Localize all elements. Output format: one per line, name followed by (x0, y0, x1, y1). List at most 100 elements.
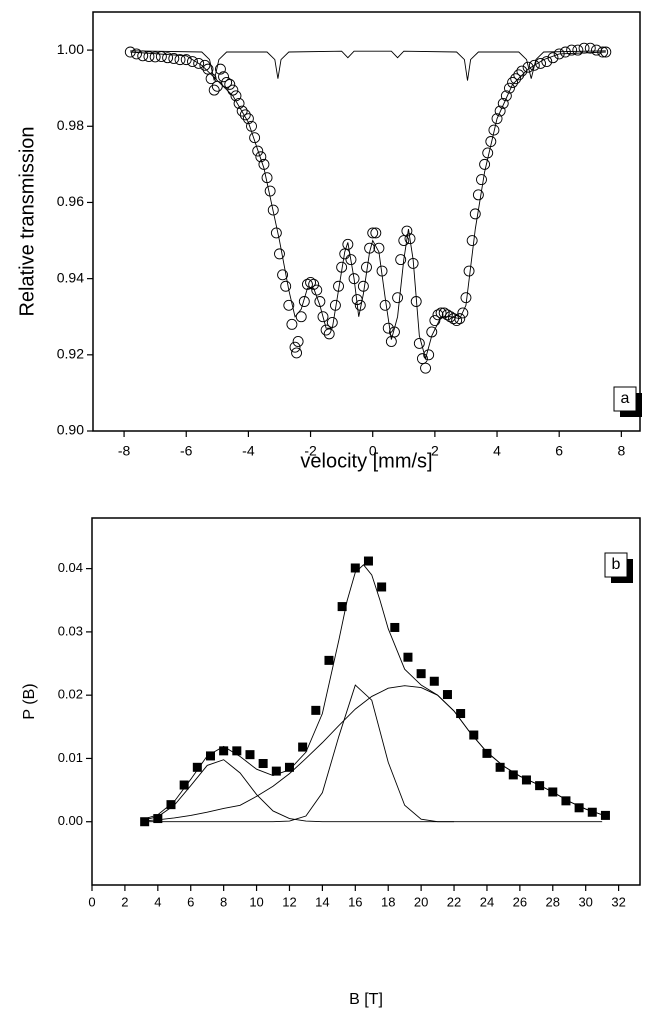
data-point (252, 145, 264, 157)
data-point (504, 82, 515, 94)
data-point (301, 278, 313, 290)
data-point (370, 227, 382, 239)
x-tick-label: 4 (154, 894, 161, 909)
y-tick-label: 0.96 (57, 193, 84, 209)
data-point (193, 57, 205, 69)
data-point (521, 775, 531, 785)
data-point (413, 337, 425, 349)
data-point (382, 322, 394, 334)
chart-panel: 0 2 4 6 8 10 12 14 16 18 20 22 24 26 28 30 320.000.010.0… (21, 517, 641, 1008)
data-point (508, 770, 518, 780)
data-point (466, 235, 478, 246)
data-point (274, 248, 285, 260)
y-tick-label: 0.02 (58, 687, 83, 702)
plot-frame (91, 517, 641, 886)
data-point (357, 280, 369, 292)
data-point (264, 185, 276, 197)
data-point (270, 227, 282, 239)
data-point (202, 63, 214, 75)
data-point (317, 311, 329, 323)
data-point (351, 294, 363, 306)
data-point (230, 90, 242, 102)
fit-line (130, 51, 606, 361)
data-point (192, 762, 202, 772)
data-point (155, 51, 167, 63)
data-point (416, 669, 426, 679)
data-point (578, 42, 590, 54)
data-point (245, 750, 255, 760)
data-point (429, 676, 439, 686)
x-tick-label: 6 (555, 443, 563, 459)
data-point (448, 313, 459, 325)
data-point (442, 690, 452, 700)
data-point (591, 44, 602, 56)
x-tick-label: 2 (431, 443, 439, 459)
data-point (311, 284, 323, 296)
data-point (337, 602, 347, 612)
y-tick-label: 0.90 (57, 422, 84, 438)
data-point (479, 158, 491, 170)
data-point (218, 71, 229, 83)
data-point (441, 309, 453, 321)
data-point (324, 655, 334, 665)
x-tick-label: 2 (121, 894, 128, 909)
data-point (587, 807, 597, 817)
data-point (354, 299, 366, 311)
x-tick-label: -2 (304, 443, 317, 459)
x-tick-label: -4 (242, 443, 255, 459)
data-point (410, 296, 422, 307)
data-point (401, 225, 413, 237)
data-point (472, 189, 484, 201)
data-point (255, 151, 267, 163)
data-point (507, 77, 519, 88)
data-point (298, 742, 308, 752)
data-point (286, 318, 298, 330)
data-point (572, 44, 584, 56)
data-point (491, 113, 503, 125)
data-point (233, 97, 245, 109)
data-point (131, 48, 142, 60)
data-point (392, 292, 404, 304)
data-point (292, 336, 304, 347)
data-point (168, 53, 180, 64)
x-tick-label: 14 (315, 894, 329, 909)
y-tick-label: 0.01 (58, 750, 83, 765)
data-point (187, 56, 198, 67)
x-tick-label: 30 (578, 894, 592, 909)
data-point (389, 326, 400, 338)
data-point (236, 105, 248, 117)
data-point (541, 56, 553, 67)
data-point (239, 109, 251, 121)
data-point (456, 709, 466, 719)
data-point (333, 280, 344, 292)
fit-line (130, 50, 606, 81)
x-axis-label: velocity [mm/s] (300, 450, 432, 472)
data-point (295, 311, 307, 323)
data-point (124, 46, 136, 58)
data-point (460, 292, 472, 304)
data-point (516, 65, 528, 77)
data-point (398, 235, 410, 246)
data-point (336, 261, 348, 273)
data-point (485, 136, 497, 147)
data-point (488, 124, 500, 136)
data-point (597, 46, 609, 58)
data-point (258, 759, 268, 769)
data-point (143, 51, 155, 63)
data-point (463, 265, 475, 277)
x-tick-label: 8 (617, 443, 625, 459)
x-tick-label: 22 (447, 894, 461, 909)
x-tick-label: 16 (348, 894, 362, 909)
x-tick-label: 0 (369, 443, 377, 459)
label-box (604, 552, 628, 578)
data-point (416, 353, 428, 365)
data-point (457, 307, 469, 319)
data-point (403, 652, 413, 662)
data-point (179, 780, 189, 790)
data-point (559, 46, 571, 58)
data-point (500, 90, 512, 102)
data-point (429, 315, 441, 326)
panel-label: a (621, 390, 630, 407)
y-tick-label: 0.94 (57, 269, 84, 285)
